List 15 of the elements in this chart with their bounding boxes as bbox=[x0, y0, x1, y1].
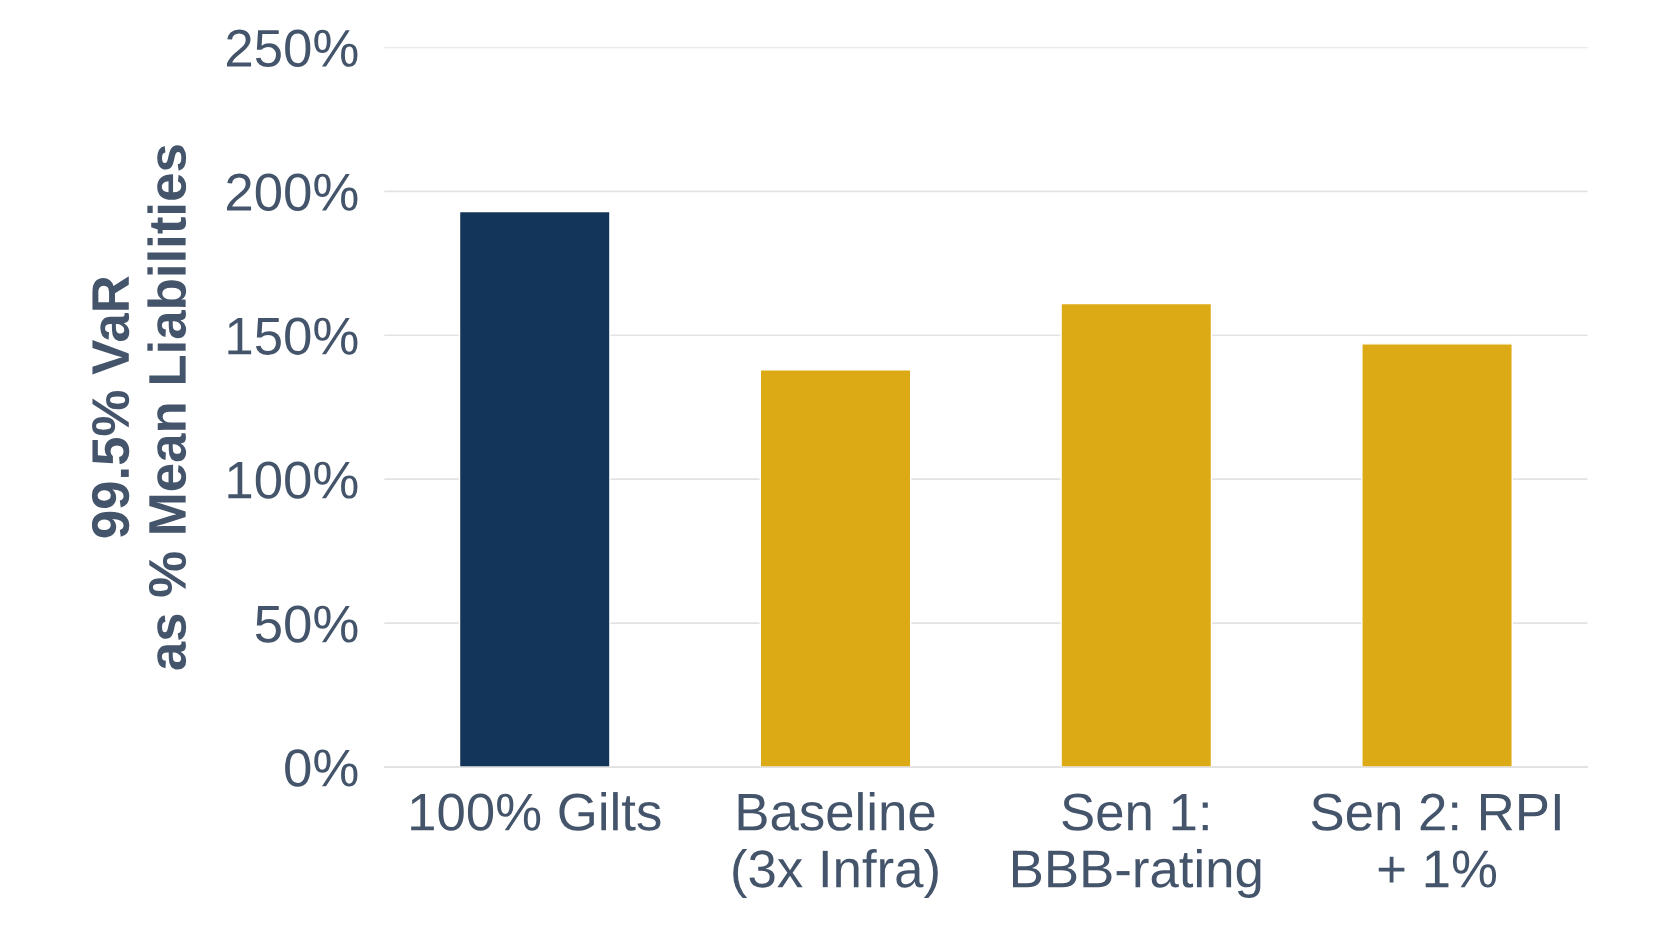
x-tick-label: Sen 2: RPI + 1% bbox=[1311, 793, 1560, 888]
y-tick-label: 50% bbox=[255, 605, 358, 643]
x-tick-label: Baseline (3x Infra) bbox=[733, 792, 938, 899]
bar bbox=[1060, 302, 1213, 768]
y-tick-label: 150% bbox=[228, 317, 358, 355]
y-axis-title: 99.5% VaR as % Mean Liabilities bbox=[91, 145, 187, 670]
bar bbox=[1361, 343, 1513, 768]
y-tick-label: 200% bbox=[227, 173, 358, 211]
x-tick-label: 100% Gilts bbox=[411, 792, 661, 831]
y-tick-label: 0% bbox=[285, 749, 358, 787]
y-tick-label: 250% bbox=[227, 29, 358, 67]
bar bbox=[458, 210, 611, 768]
bar bbox=[759, 369, 912, 768]
y-tick-label: 100% bbox=[228, 461, 358, 499]
x-tick-label: Sen 1: BBB-rating bbox=[1013, 793, 1261, 899]
